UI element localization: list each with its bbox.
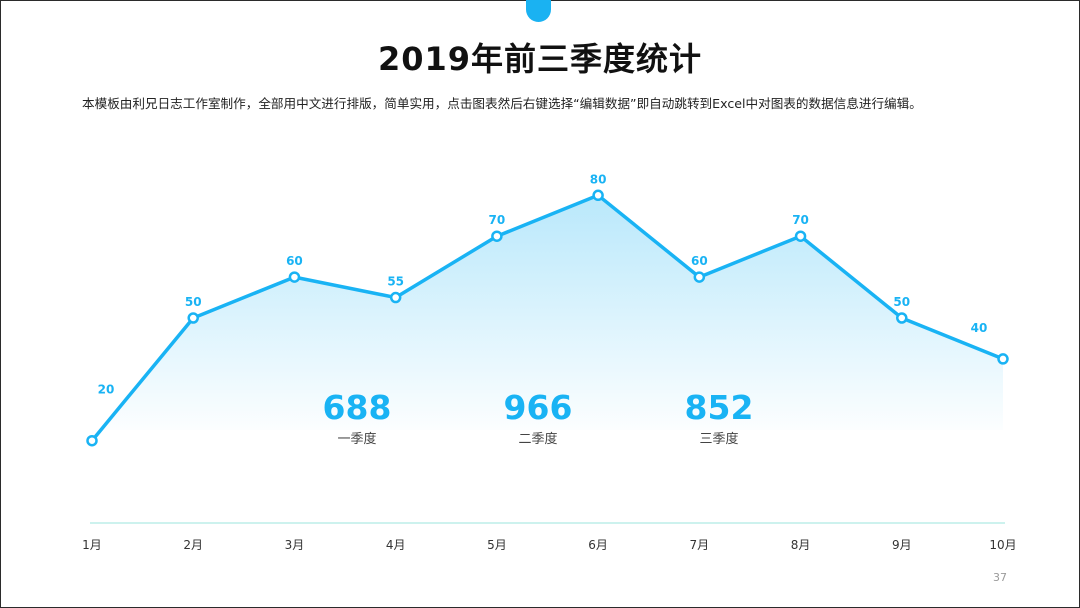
quarter-label: 一季度 bbox=[337, 432, 377, 447]
data-label: 55 bbox=[387, 275, 404, 289]
top-accent-tab bbox=[526, 0, 551, 22]
x-tick-label: 9月 bbox=[892, 538, 912, 552]
data-point bbox=[187, 312, 199, 324]
data-label: 60 bbox=[286, 254, 303, 268]
data-label: 70 bbox=[489, 213, 506, 227]
quarter-stat-q3: 852 三季度 bbox=[649, 388, 789, 448]
quarter-label: 二季度 bbox=[518, 432, 558, 447]
data-label: 50 bbox=[893, 295, 910, 309]
data-point bbox=[86, 434, 98, 447]
x-tick-label: 2月 bbox=[183, 538, 203, 552]
series-area-fill bbox=[92, 195, 1003, 441]
x-tick-label: 4月 bbox=[386, 538, 406, 552]
data-label: 50 bbox=[185, 295, 202, 309]
quarter-value: 966 bbox=[503, 388, 573, 427]
quarter-label: 三季度 bbox=[699, 432, 739, 447]
data-point bbox=[491, 230, 503, 242]
data-label: 70 bbox=[792, 213, 809, 227]
quarter-value: 688 bbox=[322, 388, 392, 427]
x-tick-label: 6月 bbox=[588, 538, 608, 552]
data-point bbox=[997, 353, 1009, 365]
x-tick-label: 5月 bbox=[487, 538, 507, 552]
x-tick-label: 1月 bbox=[82, 538, 102, 552]
quarter-stat-q1: 688 一季度 bbox=[287, 388, 427, 448]
data-label: 80 bbox=[590, 172, 607, 186]
x-tick-label: 3月 bbox=[285, 538, 305, 552]
x-tick-label: 8月 bbox=[791, 538, 811, 552]
page-title: 2019年前三季度统计 bbox=[377, 40, 703, 78]
data-point bbox=[288, 271, 301, 283]
x-tick-label: 10月 bbox=[989, 538, 1016, 552]
data-point bbox=[592, 189, 604, 202]
data-label: 40 bbox=[971, 321, 988, 335]
page-subtitle: 本模板由利兄日志工作室制作，全部用中文进行排版，简单实用，点击图表然后右键选择“… bbox=[82, 96, 922, 111]
series-line bbox=[90, 193, 1004, 442]
data-point bbox=[896, 312, 908, 324]
data-label: 20 bbox=[98, 383, 115, 397]
quarter-value: 852 bbox=[684, 388, 754, 427]
x-tick-label: 7月 bbox=[690, 538, 710, 552]
data-point bbox=[389, 291, 402, 304]
page-number: 37 bbox=[993, 571, 1007, 584]
quarter-stat-q2: 966 二季度 bbox=[468, 388, 608, 448]
data-point bbox=[693, 271, 706, 283]
data-label: 60 bbox=[691, 254, 708, 268]
data-point bbox=[794, 230, 807, 242]
